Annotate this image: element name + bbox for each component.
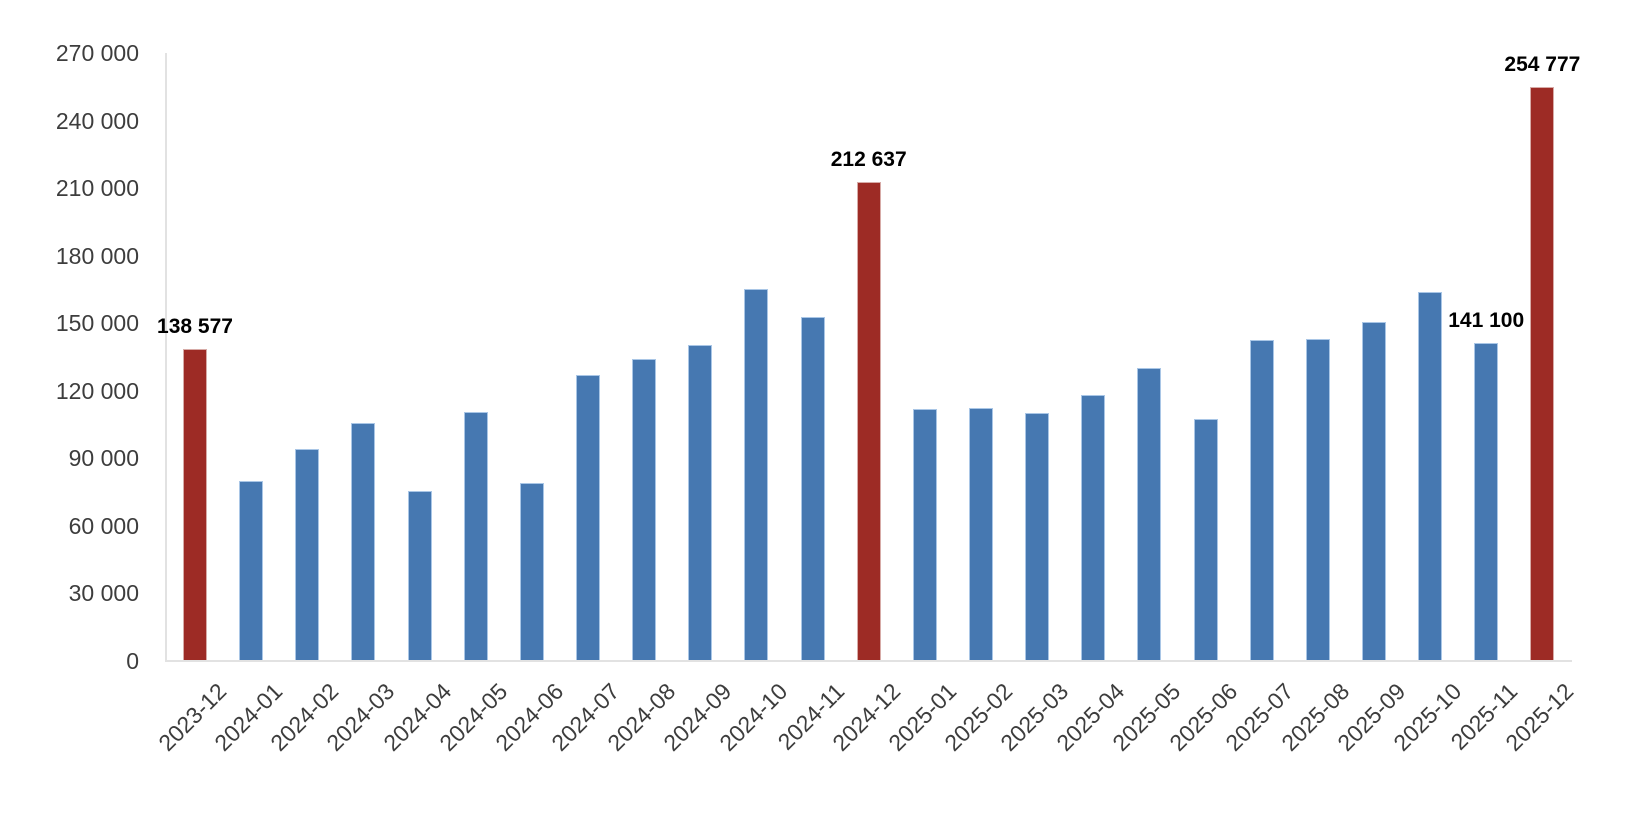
y-axis-tick-label: 210 000 [55, 175, 139, 202]
bar-2024-10 [744, 289, 769, 661]
y-axis-tick-label: 120 000 [55, 377, 139, 404]
bar-2025-09 [1361, 322, 1386, 661]
bar-2024-07 [576, 375, 600, 661]
bar-2024-03 [351, 423, 376, 661]
y-axis-tick-label: 180 000 [55, 242, 139, 269]
bar-2025-05 [1137, 368, 1162, 661]
bar-2024-06 [519, 483, 544, 661]
bar-value-label: 212 637 [830, 148, 907, 172]
bar-2025-01 [912, 408, 937, 661]
y-axis-line [165, 53, 167, 661]
bar-2024-01 [239, 480, 264, 661]
bar-2025-06 [1193, 418, 1218, 661]
y-axis-tick-label: 240 000 [55, 107, 139, 134]
bar-2024-11 [800, 316, 825, 661]
bar-value-label: 138 577 [157, 314, 233, 338]
bar-2025-07 [1249, 340, 1274, 661]
bar-2023-12 [183, 348, 207, 661]
x-axis-line [165, 660, 1572, 662]
y-axis-tick-label: 60 000 [68, 512, 139, 539]
y-axis-tick-label: 90 000 [68, 445, 139, 472]
bar-2024-12 [856, 182, 881, 661]
bar-2024-08 [632, 359, 657, 661]
bar-value-label: 141 100 [1448, 309, 1525, 333]
bar-2025-04 [1081, 395, 1106, 661]
y-axis-tick-label: 270 000 [55, 40, 139, 66]
bar-2025-08 [1305, 339, 1330, 661]
bar-2025-11 [1474, 343, 1499, 661]
bar-2024-04 [407, 491, 432, 661]
y-axis-tick-label: 150 000 [55, 310, 139, 337]
bar-value-label: 254 777 [1504, 53, 1581, 77]
bar-2025-12 [1530, 87, 1555, 661]
bar-2024-05 [463, 412, 488, 661]
y-axis-tick-label: 0 [126, 648, 139, 674]
bar-2025-03 [1025, 412, 1050, 661]
y-axis-tick-label: 30 000 [68, 580, 139, 607]
bar-2025-02 [969, 407, 993, 661]
bar-2025-10 [1418, 291, 1443, 661]
bar-2024-09 [688, 344, 713, 661]
bar-2024-02 [295, 449, 320, 661]
